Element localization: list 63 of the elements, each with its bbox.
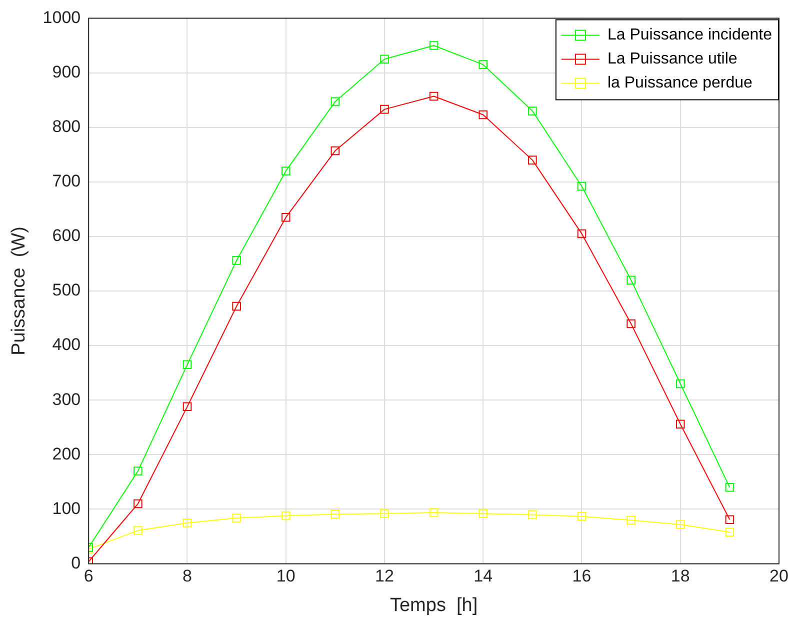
x-tick-label: 10 [276,566,296,586]
y-tick-label: 500 [52,280,81,300]
point [429,92,438,101]
point [182,518,192,528]
point [478,60,488,69]
point [676,420,685,429]
point [626,319,636,328]
point [626,516,636,525]
point [182,402,192,412]
point [232,302,241,311]
point [478,509,488,518]
point [330,97,340,106]
point [577,512,586,521]
point [528,510,537,520]
point [330,510,340,519]
y-tick-label: 0 [71,553,81,572]
x-axis-title: Temps [h] [390,594,478,616]
y-tick-label: 100 [52,498,81,518]
x-tick-label: 12 [375,566,394,586]
x-tick-label: 16 [572,566,592,586]
point [330,146,340,156]
point [676,520,685,529]
y-tick-label: 700 [52,172,81,191]
y-axis-title: Puissance (W) [8,226,30,356]
y-tick-label: 200 [52,444,81,464]
point [725,483,734,492]
x-tick-label: 6 [84,566,94,586]
point [626,276,636,284]
y-tick-label: 800 [52,117,81,136]
y-tick-label: 600 [52,226,81,246]
point [281,166,290,176]
point [429,41,438,50]
point [676,379,685,388]
legend-label: La Puissance incidente [607,26,772,44]
point [577,229,586,238]
x-tick-label: 20 [770,566,788,586]
point [134,499,142,508]
point [182,360,192,370]
y-tick-label: 900 [52,62,81,82]
point [528,156,537,164]
point [281,212,290,222]
point [380,104,389,114]
x-tick-label: 18 [670,566,690,586]
legend-label: La Puissance utile [607,50,738,68]
x-tick-label: 8 [182,566,192,586]
point [528,106,537,116]
legend-label: la Puissance perdue [607,74,753,92]
point [380,54,389,64]
y-tick-label: 400 [52,335,81,354]
point [478,110,488,120]
y-tick-label: 300 [52,390,81,409]
point [725,515,734,524]
point [134,526,142,535]
point [725,528,734,537]
point [380,509,389,518]
point [232,256,241,265]
point [134,466,142,476]
point [577,182,586,191]
point [232,514,241,522]
point [281,511,290,520]
x-tick-label: 14 [474,566,493,586]
point [429,508,438,517]
y-tick-label: 1000 [42,8,81,27]
